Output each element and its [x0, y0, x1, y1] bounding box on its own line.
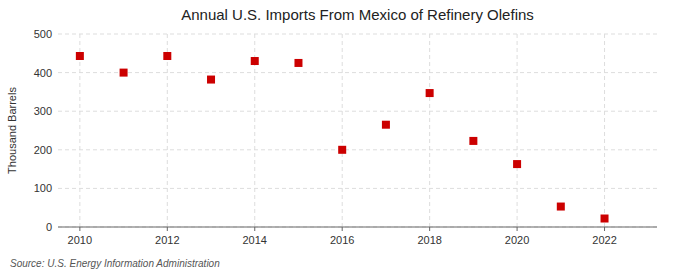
y-tick-label: 100: [34, 182, 52, 194]
chart-title: Annual U.S. Imports From Mexico of Refin…: [181, 6, 534, 23]
source-note: Source: U.S. Energy Information Administ…: [10, 258, 220, 269]
x-tick-label: 2016: [330, 234, 354, 246]
y-grid-line: [58, 111, 657, 112]
y-tick-label: 400: [34, 67, 52, 79]
background: [0, 0, 675, 275]
x-tick: [167, 227, 168, 231]
x-axis-line: [58, 227, 657, 228]
point: [120, 69, 128, 77]
y-axis-label: Thousand Barrels: [6, 87, 18, 174]
x-grid-line: [604, 34, 605, 227]
point: [251, 57, 259, 65]
point: [426, 89, 434, 97]
chart-container: 2010 2012 2014 2016 2018 2020 2022 0 100 200 300 40…: [0, 0, 675, 275]
x-tick: [429, 227, 430, 231]
x-grid-line: [79, 34, 80, 227]
x-grid-line: [517, 34, 518, 227]
point: [163, 52, 171, 60]
x-tick: [342, 227, 343, 231]
y-tick-label: 200: [34, 144, 52, 156]
chart-svg: 2010 2012 2014 2016 2018 2020 2022 0 100 200 300 40…: [0, 0, 675, 275]
x-axis: 2010 2012 2014 2016 2018 2020 2022: [68, 227, 617, 246]
y-grid-line: [58, 34, 657, 35]
y-grid-line: [58, 227, 657, 228]
point: [338, 146, 346, 154]
point: [207, 76, 215, 84]
x-tick-label: 2010: [68, 234, 92, 246]
x-tick: [254, 227, 255, 231]
y-grid-line: [58, 72, 657, 73]
x-grid-line: [167, 34, 168, 227]
point: [513, 160, 521, 168]
grid: [58, 34, 657, 227]
point: [294, 59, 302, 67]
point: [382, 121, 390, 129]
point: [76, 52, 84, 60]
x-tick: [604, 227, 605, 231]
x-tick-label: 2012: [155, 234, 179, 246]
x-tick-label: 2014: [243, 234, 267, 246]
x-tick: [517, 227, 518, 231]
y-grid-line: [58, 149, 657, 150]
x-tick-label: 2020: [505, 234, 529, 246]
point: [557, 203, 565, 211]
y-grid-line: [58, 188, 657, 189]
y-axis: 0 100 200 300 400 500: [34, 28, 52, 233]
y-tick-label: 0: [46, 221, 52, 233]
x-grid-line: [342, 34, 343, 227]
points: [76, 52, 609, 223]
point: [469, 137, 477, 145]
x-tick-label: 2018: [417, 234, 441, 246]
x-tick-label: 2022: [592, 234, 616, 246]
point: [601, 215, 609, 223]
x-tick: [79, 227, 80, 231]
y-tick-label: 300: [34, 105, 52, 117]
y-tick-label: 500: [34, 28, 52, 40]
x-grid-line: [429, 34, 430, 227]
